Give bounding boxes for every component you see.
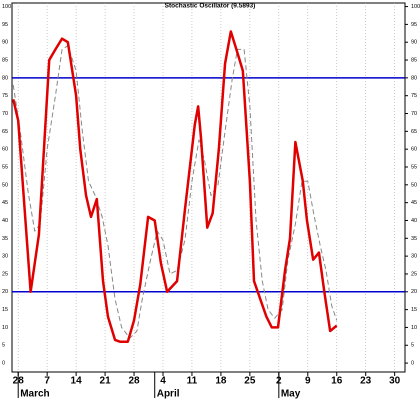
series-line — [12, 30, 338, 343]
x-tick-label: 11 — [187, 376, 198, 387]
y-tick-label: 5 — [2, 343, 5, 349]
y-tick-label: 40 — [2, 218, 8, 224]
plot-frame — [11, 2, 406, 373]
y-tick-label: 25 — [2, 271, 8, 277]
y-tick-label-right: 15 — [411, 307, 417, 313]
x-tick-label: 25 — [244, 376, 256, 387]
y-tick-label-right: 95 — [411, 22, 417, 28]
y-tick-label: 85 — [2, 57, 8, 63]
y-tick-label: 45 — [2, 200, 8, 206]
month-label: March — [20, 389, 49, 400]
y-tick-label-right: 35 — [411, 236, 417, 242]
x-tick-label: 16 — [331, 376, 343, 387]
y-tick-label-right: 40 — [411, 218, 417, 224]
x-tick-label: 28 — [128, 376, 140, 387]
y-tick-label-right: 70 — [411, 111, 417, 117]
y-tick-label-right: 25 — [411, 271, 417, 277]
month-label: April — [157, 389, 180, 400]
y-tick-label-right: 30 — [411, 254, 417, 260]
y-tick-label-right: 50 — [411, 182, 417, 188]
x-tick-label: 9 — [305, 376, 311, 387]
y-tick-label: 30 — [2, 254, 8, 260]
y-tick-label: 50 — [2, 182, 8, 188]
month-label: May — [281, 389, 301, 400]
y-tick-label: 10 — [2, 325, 8, 331]
y-tick-label-right: 85 — [411, 57, 417, 63]
y-tick-label: 95 — [2, 22, 8, 28]
y-tick-label: 75 — [2, 93, 8, 99]
y-tick-label: 15 — [2, 307, 8, 313]
y-tick-label: 80 — [2, 75, 8, 81]
x-tick-label: 7 — [44, 376, 50, 387]
x-tick-label: 18 — [215, 376, 227, 387]
y-tick-label: 100 — [2, 4, 11, 10]
y-tick-label-right: 60 — [411, 147, 417, 153]
y-tick-label: 20 — [2, 289, 8, 295]
y-tick-label-right: 80 — [411, 75, 417, 81]
x-tick-label: 23 — [360, 376, 372, 387]
y-tick-label-right: 5 — [411, 343, 414, 349]
y-tick-label: 35 — [2, 236, 8, 242]
y-tick-label-right: 20 — [411, 289, 417, 295]
x-tick-label: 21 — [100, 376, 112, 387]
x-tick-label: 30 — [389, 376, 401, 387]
y-tick-label-right: 65 — [411, 129, 417, 135]
y-tick-label: 55 — [2, 164, 8, 170]
y-tick-label: 60 — [2, 147, 8, 153]
y-tick-label: 90 — [2, 40, 8, 46]
y-tick-label: 0 — [2, 361, 5, 367]
y-tick-label-right: 0 — [411, 361, 414, 367]
y-tick-label: 65 — [2, 129, 8, 135]
series-line — [12, 45, 338, 339]
y-tick-label-right: 55 — [411, 164, 417, 170]
y-tick-label-right: 10 — [411, 325, 417, 331]
y-tick-label-right: 75 — [411, 93, 417, 99]
y-tick-label-right: 45 — [411, 200, 417, 206]
y-tick-label: 70 — [2, 111, 8, 117]
x-tick-label: 4 — [160, 376, 166, 387]
chart-title: Stochastic Oscillator (9.5893) — [165, 3, 256, 10]
y-tick-label-right: 90 — [411, 40, 417, 46]
y-tick-label-right: 100 — [411, 4, 420, 10]
x-tick-label: 14 — [71, 376, 83, 387]
